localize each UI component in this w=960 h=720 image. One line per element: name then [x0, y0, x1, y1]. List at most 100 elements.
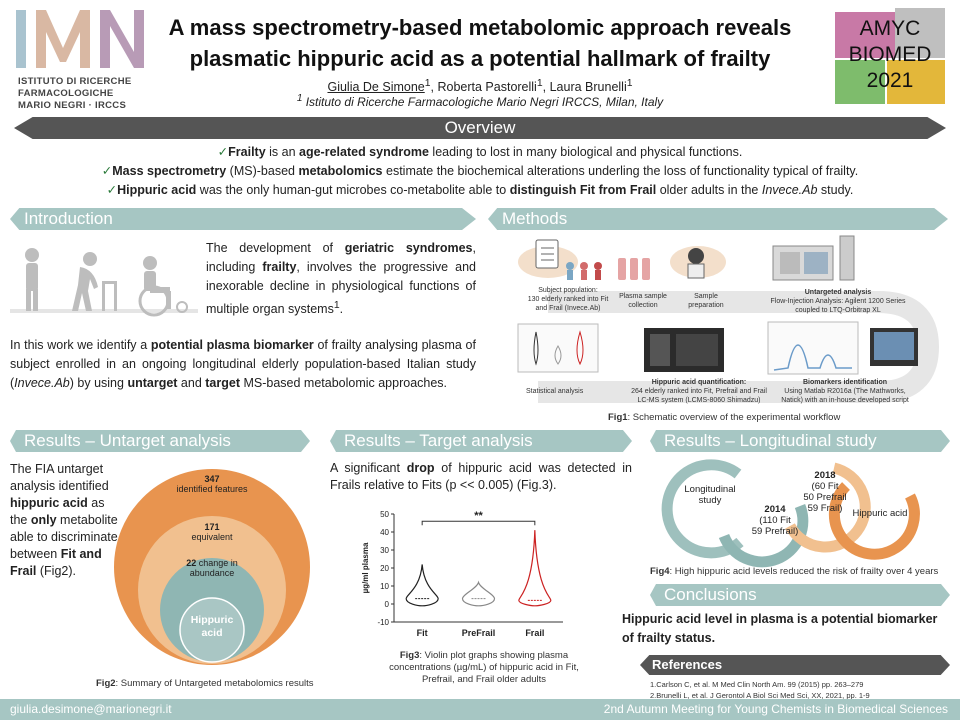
- fig2-caption: Fig2: Summary of Untargeted metabolomics…: [96, 678, 314, 689]
- ring-text: (60 Fit: [811, 481, 839, 492]
- ring-year: 2014: [764, 504, 786, 515]
- workflow-label: Statistical analysis: [526, 388, 584, 395]
- check-icon: ✓: [106, 183, 118, 197]
- check-icon: ✓: [217, 145, 229, 159]
- overview-point: ✓Hippuric acid was the only human-gut mi…: [106, 183, 854, 197]
- fig1-caption: Fig1: Schematic overview of the experime…: [608, 412, 841, 423]
- circle-text: change in abundance: [189, 558, 238, 578]
- footer: giulia.desimone@marionegri.it 2nd Autumn…: [0, 699, 960, 720]
- significance-bracket: [421, 520, 536, 526]
- imn-logo: ISTITUTO DI RICERCHE FARMACOLOGICHE MARI…: [16, 8, 146, 118]
- fig3-caption: Fig3: Violin plot graphs showing plasma …: [384, 650, 584, 686]
- y-tick-label: 0: [385, 600, 390, 609]
- workflow-label: Flow-Injection Analysis: Agilent 1200 Se…: [770, 298, 906, 305]
- ring-text: 59 Frail): [807, 503, 843, 514]
- violin-fit: [405, 564, 439, 607]
- methods-workflow-figure: Subject population: 130 elderly ranked i…: [508, 232, 948, 412]
- workflow-label: 130 elderly ranked into Fit: [527, 296, 609, 303]
- event-logo-line: 2021: [866, 69, 914, 92]
- untarget-banner: Results – Untarget analysis: [10, 430, 310, 452]
- workflow-label: coupled to LTQ-Orbitrap XL: [795, 307, 881, 314]
- fig4-caption: Fig4: High hippuric acid levels reduced …: [650, 566, 939, 577]
- author-sup: 1: [424, 78, 431, 89]
- y-tick-label: 40: [380, 528, 389, 537]
- circle-text: identified features: [176, 484, 248, 494]
- y-tick-label: -10: [377, 618, 389, 627]
- caption-line: concentrations (µg/mL) of hippuric acid …: [389, 662, 579, 673]
- ring-2018: [785, 462, 871, 553]
- untarget-nested-circles: 347 identified features 171 equivalent 2…: [112, 462, 312, 672]
- author-name: Giulia De Simone: [327, 80, 425, 95]
- ring-text: 59 Prefrail): [751, 526, 799, 537]
- elderly-people-icon: [10, 248, 198, 317]
- ring-text: (110 Fit: [759, 515, 791, 526]
- violin-frail: [518, 530, 552, 607]
- workflow-arrow-icon: [517, 235, 940, 403]
- author-name: Laura Brunelli: [549, 80, 627, 95]
- imn-letters-icon: [16, 10, 144, 68]
- circle-hippuric: [179, 597, 245, 663]
- event-logo-line: AMYC: [859, 17, 921, 40]
- reference-item: 2.Brunelli L, et al. J Gerontol A Biol S…: [650, 691, 870, 700]
- title-line: A mass spectrometry-based metabolomic ap…: [168, 15, 792, 40]
- circle-number: 22: [186, 558, 197, 568]
- footer-email[interactable]: giulia.desimone@marionegri.it: [10, 702, 172, 716]
- workflow-label: Plasma sample: [619, 293, 667, 300]
- overview-point: ✓Frailty is an age-related syndrome lead…: [217, 145, 743, 159]
- violin-chart: -10 0 10 20 30 40 50 µg/ml plasma Fit PreFrail Fra…: [358, 508, 570, 648]
- amyc-biomed-logo: AMYC BIOMED 2021: [835, 8, 945, 108]
- check-icon: ✓: [101, 164, 113, 178]
- workflow-label: Untargeted analysis: [804, 289, 872, 296]
- ring-text: Longitudinal study: [684, 484, 736, 506]
- workflow-label: Biomarkers identification: [802, 379, 888, 386]
- references-list: 1.Carlson C, et al. M Med Clin North Am.…: [650, 679, 950, 701]
- poster-title: A mass spectrometry-based metabolomic ap…: [130, 12, 830, 74]
- introduction-banner: Introduction: [10, 208, 476, 230]
- ring-hippuric: [828, 482, 920, 560]
- overview-banner: Overview: [14, 117, 946, 139]
- workflow-label: Subject population:: [538, 287, 598, 294]
- overview-point: ✓Mass spectrometry (MS)-based metabolomi…: [101, 164, 859, 178]
- ring-text: Hippuric acid: [852, 508, 908, 519]
- target-text: A significant drop of hippuric acid was …: [330, 461, 632, 492]
- circle-text: equivalent: [191, 532, 233, 542]
- introduction-paragraph: In this work we identify a potential pla…: [10, 338, 476, 390]
- affil-sup: 1: [296, 93, 303, 104]
- affiliation: 1 Istituto di Ricerche Farmacologiche Ma…: [200, 93, 760, 109]
- logo-line: ISTITUTO DI RICERCHE: [18, 76, 132, 87]
- methods-banner: Methods: [488, 208, 948, 230]
- author-name: Roberta Pastorelli: [437, 80, 537, 95]
- author-sup: 1: [536, 78, 543, 89]
- footer-meeting: 2nd Autumn Meeting for Young Chemists in…: [603, 702, 948, 716]
- ring-year: 2018: [814, 470, 836, 481]
- longitudinal-banner: Results – Longitudinal study: [650, 430, 950, 452]
- ring-2014: [718, 503, 809, 568]
- y-tick-label: 50: [380, 510, 389, 519]
- longitudinal-figure: Longitudinal study 2014 (110 Fit 59 Pref…: [660, 456, 950, 571]
- ring-longitudinal: [661, 459, 744, 559]
- title-line: plasmatic hippuric acid as a potential h…: [189, 46, 771, 71]
- author-sup: 1: [626, 78, 633, 89]
- logo-line: MARIO NEGRI · IRCCS: [18, 100, 127, 111]
- references-banner: References: [640, 655, 950, 675]
- circle-text: Hippuric acid: [190, 614, 234, 639]
- x-tick-label: PreFrail: [462, 628, 496, 638]
- workflow-label: collection: [628, 302, 658, 309]
- logo-line: FARMACOLOGICHE: [18, 88, 114, 99]
- conclusions-banner: Conclusions: [650, 584, 950, 606]
- y-axis-label: µg/ml plasma: [361, 542, 370, 593]
- conclusion-text: Hippuric acid level in plasma is a poten…: [622, 612, 938, 645]
- workflow-label: Hippuric acid quantification:: [651, 379, 747, 386]
- y-tick-label: 20: [380, 564, 389, 573]
- workflow-label: LC-MS system (LCMS-8060 Shimadzu): [637, 397, 761, 404]
- workflow-label: preparation: [688, 302, 724, 309]
- x-tick-label: Frail: [525, 628, 544, 638]
- x-tick-label: Fit: [417, 628, 428, 638]
- significance-label: **: [474, 510, 483, 522]
- untarget-text: The FIA untarget analysis identified hip…: [10, 462, 118, 578]
- event-logo-line: BIOMED: [848, 43, 932, 66]
- circle-number: 347: [204, 474, 220, 484]
- workflow-label: 264 elderly ranked into Fit, Prefrail an…: [631, 388, 767, 395]
- reference-item: 1.Carlson C, et al. M Med Clin North Am.…: [650, 680, 864, 689]
- authors: Giulia De Simone1, Roberta Pastorelli1, …: [327, 78, 633, 95]
